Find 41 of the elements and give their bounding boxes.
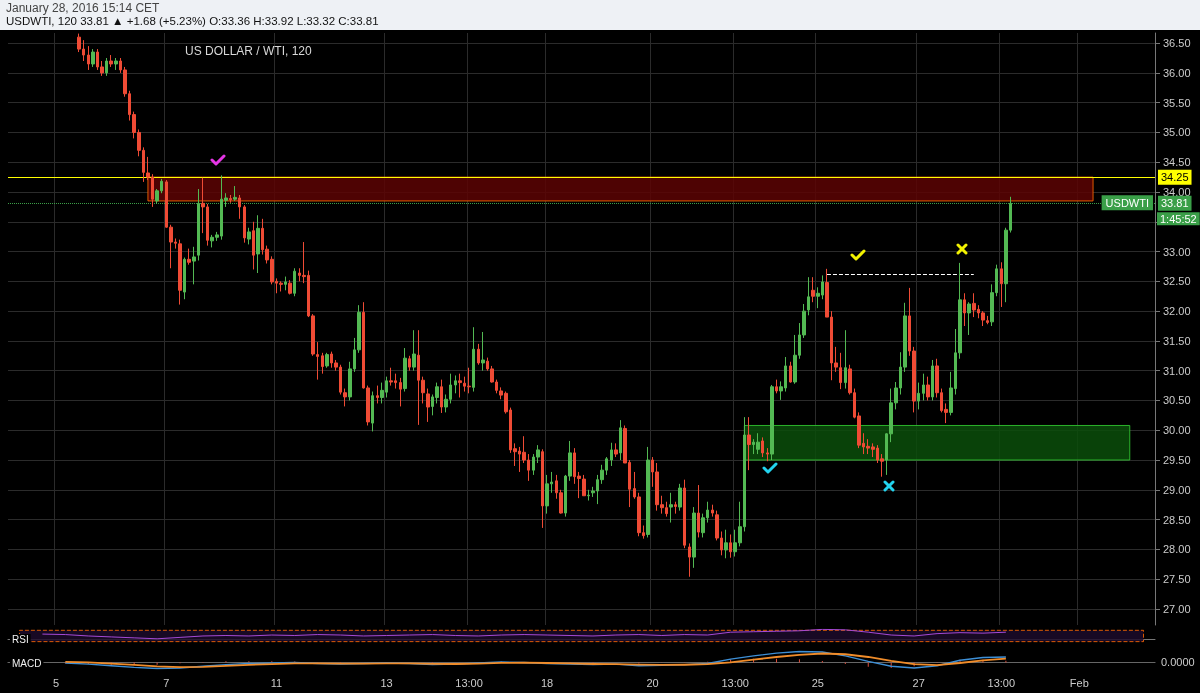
text: 1:45:52	[1160, 212, 1197, 225]
y-tick-label: 35.00	[1163, 126, 1191, 139]
x-tick-label: 18	[540, 676, 554, 689]
y-tick-label: 31.00	[1163, 364, 1191, 377]
x-tick-label: 7	[163, 676, 170, 689]
x-tick-label: 20	[646, 676, 659, 689]
y-tick-label: 34.50	[1163, 156, 1191, 169]
y-tick-label: 33.00	[1163, 245, 1191, 258]
ref-line-label: 34.25	[1161, 171, 1189, 184]
y-tick-label: 36.50	[1163, 37, 1191, 50]
x-tick-label: Feb	[1069, 676, 1089, 689]
y-tick-label: 34.00	[1163, 186, 1191, 199]
x-tick-label: 13:00	[455, 676, 483, 689]
y-tick-label: 28.50	[1163, 513, 1191, 526]
ref-line-label: 0.0000	[1161, 656, 1195, 669]
text: January 28, 2016 15:14 CET	[6, 1, 160, 15]
x-tick-label: 13:00	[721, 676, 749, 689]
y-tick-label: 29.50	[1163, 454, 1191, 467]
y-tick-label: 30.50	[1163, 394, 1191, 407]
annotation: USDWTI	[1105, 196, 1150, 209]
y-tick-label: 29.00	[1163, 483, 1191, 496]
x-tick-label: 27	[912, 676, 925, 689]
x-tick-label: 11	[270, 676, 283, 689]
y-tick-label: 32.50	[1163, 275, 1191, 288]
text: MACD	[12, 658, 42, 669]
chart-title: RSI	[12, 633, 29, 645]
x-tick-label: 25	[811, 676, 824, 689]
y-tick-label: 27.50	[1163, 573, 1191, 586]
y-tick-label: 32.00	[1163, 305, 1191, 318]
ref-line-label: 33.81	[1161, 197, 1189, 210]
y-tick-label: 31.50	[1163, 334, 1191, 347]
y-tick-label: 35.50	[1163, 96, 1191, 109]
x-tick-label: 5	[53, 676, 60, 689]
text: US DOLLAR / WTI, 120	[185, 44, 313, 58]
y-tick-label: 28.00	[1163, 543, 1191, 556]
x-tick-label: 13	[380, 676, 393, 689]
y-tick-label: 30.00	[1163, 424, 1191, 437]
y-tick-label: 27.00	[1163, 602, 1191, 615]
chart-subtitle: USDWTI, 120 33.81 ▲ +1.68 (+5.23%) O:33.36 H:33.92 L:33.32 C:33.81	[6, 15, 379, 27]
x-tick-label: 13:00	[987, 676, 1016, 689]
y-tick-label: 36.00	[1163, 66, 1191, 79]
